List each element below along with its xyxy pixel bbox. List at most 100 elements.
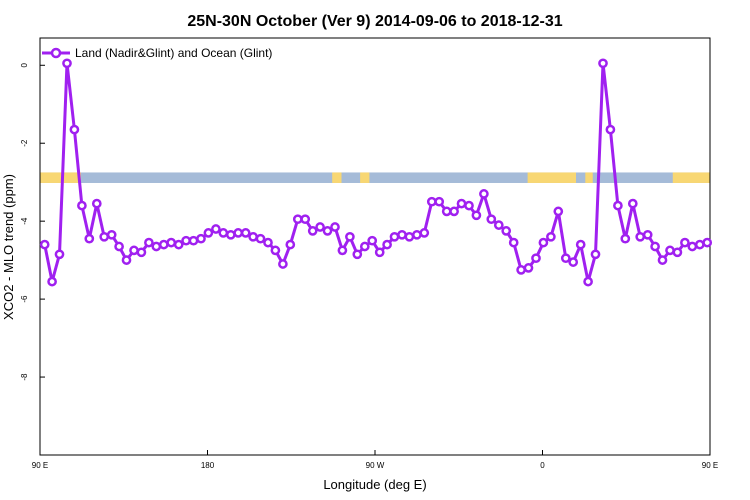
data-point [642, 229, 653, 240]
y-axis-label: XCO2 - MLO trend (ppm) [1, 174, 16, 320]
data-point [196, 233, 206, 244]
x-tick-label: 0 [540, 461, 545, 470]
data-point [211, 224, 221, 234]
land-segment [332, 172, 342, 183]
data-point [352, 249, 363, 260]
data-point [307, 226, 318, 236]
chart-title: 25N-30N October (Ver 9) 2014-09-06 to 20… [187, 13, 562, 30]
data-point [657, 255, 668, 265]
data-point [665, 245, 675, 256]
data-point [441, 206, 452, 217]
land-segment [672, 172, 710, 183]
data-point [627, 198, 638, 209]
data-point [367, 235, 378, 246]
data-point [650, 241, 660, 252]
data-point [322, 226, 333, 236]
data-point [144, 237, 154, 248]
y-tick-label: -8 [20, 373, 29, 381]
data-point [91, 198, 102, 209]
data-point [84, 233, 95, 244]
legend-series-label: Land (Nadir&Glint) and Ocean (Glint) [75, 46, 272, 60]
x-tick-label: 90 E [702, 461, 718, 470]
data-point [151, 241, 162, 252]
data-point [583, 276, 593, 287]
data-point [248, 231, 258, 242]
data-point [635, 231, 646, 242]
data-point [374, 247, 385, 258]
data-point [546, 231, 556, 242]
data-point [687, 241, 698, 252]
data-point [389, 231, 400, 242]
y-axis: 0 -2 -4 -6 -8 [20, 63, 45, 381]
data-point [69, 124, 80, 135]
data-point [255, 233, 266, 244]
data-point [359, 241, 370, 252]
data-point [39, 239, 50, 250]
data-point [568, 257, 579, 267]
data-point [225, 229, 236, 240]
data-point [486, 214, 497, 225]
data-point [426, 196, 437, 207]
data-point [464, 200, 474, 211]
data-point [493, 220, 504, 230]
data-point [114, 241, 124, 252]
x-tick-label: 90 W [366, 461, 385, 470]
data-point [166, 237, 177, 248]
data-point [285, 239, 296, 250]
data-point [523, 263, 534, 273]
data-point [404, 231, 415, 242]
data-point [553, 206, 564, 217]
land-segment [360, 172, 370, 183]
data-point [315, 222, 325, 232]
x-tick-label: 90 E [32, 461, 48, 470]
data-point [479, 189, 489, 199]
data-point [702, 237, 713, 248]
data-point [471, 210, 482, 221]
legend-marker-swatch [50, 47, 62, 59]
data-point [173, 239, 184, 250]
data-point [263, 237, 273, 248]
data-point [613, 200, 623, 211]
data-point [62, 58, 72, 69]
data-point [181, 235, 191, 246]
data-point [300, 214, 311, 225]
data-point [575, 239, 586, 250]
x-tick-label: 180 [201, 461, 215, 470]
land-segment [40, 172, 81, 183]
legend: Land (Nadir&Glint) and Ocean (Glint) [42, 46, 272, 60]
data-point [672, 247, 683, 258]
data-point [560, 253, 571, 264]
data-point [508, 237, 519, 248]
data-point [680, 237, 690, 248]
data-point [292, 214, 303, 225]
data-point [54, 249, 65, 260]
data-point [382, 239, 392, 250]
data-point [77, 200, 87, 211]
data-point [233, 228, 244, 238]
data-point [330, 222, 340, 232]
data-point [188, 235, 199, 246]
data-point [419, 228, 430, 238]
data-point [99, 231, 110, 242]
data-point [158, 239, 169, 250]
data-point [516, 265, 526, 275]
data-point [129, 245, 139, 256]
data-point [605, 124, 616, 135]
data-point [694, 239, 705, 250]
data-point [278, 259, 288, 269]
data-point [203, 228, 214, 238]
data-point [590, 249, 601, 260]
data-point [337, 245, 348, 256]
data-point [136, 247, 147, 258]
data-point [106, 229, 117, 240]
land-segment [585, 172, 593, 183]
data-point [345, 231, 355, 242]
data-point [501, 226, 512, 236]
data-point [218, 228, 229, 238]
land-ocean-map-band [40, 172, 710, 183]
data-point [456, 198, 467, 209]
data-point [121, 255, 132, 265]
data-point [449, 206, 459, 217]
data-point [397, 229, 407, 240]
